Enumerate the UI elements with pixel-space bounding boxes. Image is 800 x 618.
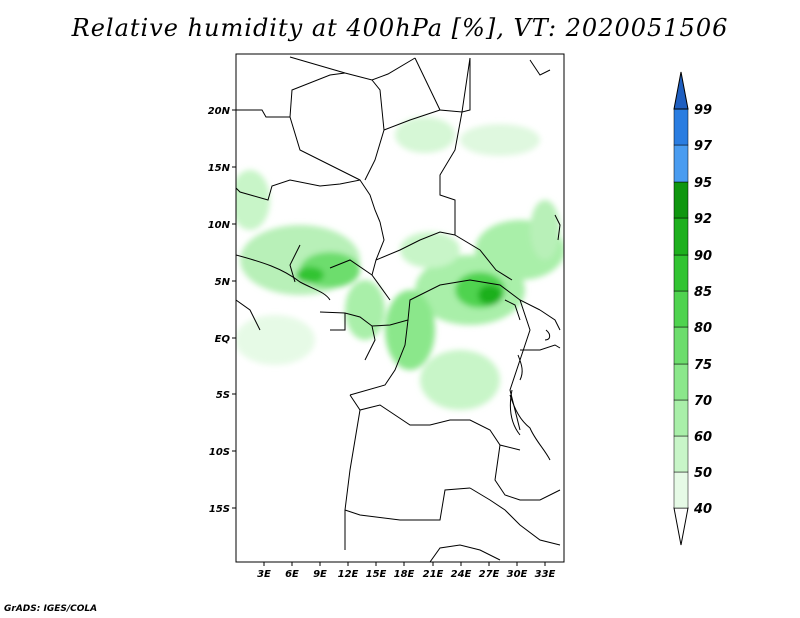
svg-text:6E: 6E bbox=[285, 569, 299, 580]
lon-ticks: 3E 6E 9E 12E 15E 18E 21E 24E 27E 30E 33E bbox=[257, 562, 556, 580]
colorbar-segment-40 bbox=[673, 471, 689, 509]
lon-tick-21E: 21E bbox=[423, 562, 444, 580]
colorbar-segment-92 bbox=[673, 181, 689, 219]
svg-text:33E: 33E bbox=[535, 569, 556, 580]
lon-tick-27E: 27E bbox=[479, 562, 500, 580]
svg-text:30E: 30E bbox=[507, 569, 528, 580]
colorbar-label-40: 40 bbox=[693, 502, 712, 517]
svg-text:5S: 5S bbox=[216, 390, 230, 401]
colorbar-segment-85 bbox=[673, 254, 689, 292]
country-borders bbox=[236, 56, 561, 562]
lat-ticks: 20N 15N 10N 5N EQ 5S 10S 15S bbox=[208, 106, 236, 515]
colorbar-segment-50 bbox=[673, 435, 689, 473]
colorbar-segment-70 bbox=[673, 363, 689, 401]
svg-text:10S: 10S bbox=[209, 447, 230, 458]
svg-text:18E: 18E bbox=[394, 569, 415, 580]
lat-tick-20N: 20N bbox=[208, 106, 236, 117]
lat-tick-15N: 15N bbox=[208, 163, 236, 174]
lon-tick-18E: 18E bbox=[394, 562, 415, 580]
lon-tick-9E: 9E bbox=[313, 562, 327, 580]
map-title: Relative humidity at 400hPa [%], VT: 202… bbox=[71, 14, 729, 42]
colorbar-label-95: 95 bbox=[694, 176, 712, 191]
colorbar-segment-97 bbox=[673, 108, 689, 146]
colorbar: 40 50 60 70 75 80 85 90 92 95 97 99 bbox=[673, 71, 713, 546]
colorbar-label-97: 97 bbox=[694, 139, 713, 154]
svg-text:21E: 21E bbox=[423, 569, 444, 580]
lat-tick-EQ: EQ bbox=[215, 334, 236, 345]
lat-tick-15S: 15S bbox=[209, 504, 236, 515]
svg-text:5N: 5N bbox=[215, 277, 231, 288]
lat-tick-5S: 5S bbox=[216, 390, 236, 401]
colorbar-label-50: 50 bbox=[694, 466, 712, 481]
lon-tick-24E: 24E bbox=[451, 562, 472, 580]
grads-credit: GrADS: IGES/COLA bbox=[4, 604, 98, 614]
svg-text:15S: 15S bbox=[209, 504, 230, 515]
lat-tick-5N: 5N bbox=[215, 277, 236, 288]
colorbar-segment-90 bbox=[673, 217, 689, 256]
colorbar-label-99: 99 bbox=[694, 103, 712, 118]
lon-tick-6E: 6E bbox=[285, 562, 299, 580]
colorbar-label-80: 80 bbox=[694, 321, 712, 336]
svg-text:EQ: EQ bbox=[215, 334, 231, 345]
svg-text:12E: 12E bbox=[338, 569, 359, 580]
svg-text:9E: 9E bbox=[313, 569, 327, 580]
colorbar-segment-80 bbox=[673, 290, 689, 328]
lon-tick-12E: 12E bbox=[338, 562, 359, 580]
colorbar-segment-95 bbox=[673, 144, 689, 183]
colorbar-segment-75 bbox=[673, 326, 689, 365]
map-frame bbox=[235, 53, 565, 563]
lon-tick-15E: 15E bbox=[366, 562, 387, 580]
colorbar-label-85: 85 bbox=[694, 285, 712, 300]
svg-text:10N: 10N bbox=[208, 220, 231, 231]
colorbar-label-75: 75 bbox=[694, 358, 712, 373]
lon-tick-30E: 30E bbox=[507, 562, 528, 580]
colorbar-label-60: 60 bbox=[694, 430, 712, 445]
colorbar-label-70: 70 bbox=[694, 394, 712, 409]
lat-tick-10S: 10S bbox=[209, 447, 236, 458]
svg-text:3E: 3E bbox=[257, 569, 271, 580]
lat-tick-10N: 10N bbox=[208, 220, 236, 231]
colorbar-top-arrow bbox=[673, 71, 689, 110]
humidity-shading bbox=[236, 117, 564, 410]
svg-text:15E: 15E bbox=[366, 569, 387, 580]
colorbar-label-90: 90 bbox=[694, 249, 712, 264]
colorbar-label-92: 92 bbox=[694, 212, 712, 227]
svg-text:24E: 24E bbox=[451, 569, 472, 580]
colorbar-bottom-arrow bbox=[673, 507, 689, 546]
colorbar-segment-60 bbox=[673, 399, 689, 437]
svg-text:20N: 20N bbox=[208, 106, 231, 117]
lon-tick-3E: 3E bbox=[257, 562, 271, 580]
svg-text:27E: 27E bbox=[479, 569, 500, 580]
lon-tick-33E: 33E bbox=[535, 562, 556, 580]
svg-text:15N: 15N bbox=[208, 163, 231, 174]
